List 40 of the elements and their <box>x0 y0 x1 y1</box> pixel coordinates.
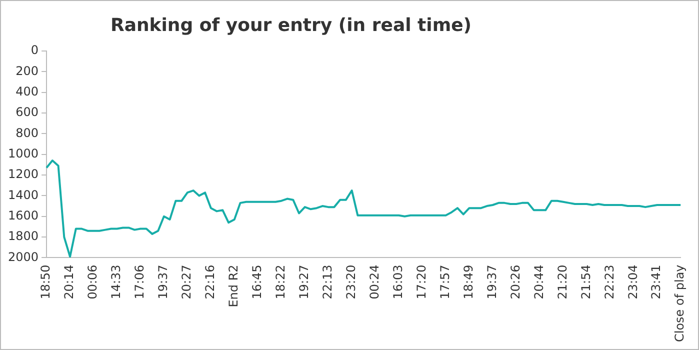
x-tick-label: 17:06 <box>132 264 147 300</box>
y-tick-label: 1600 <box>8 208 39 222</box>
x-tick-label: 00:06 <box>86 264 100 300</box>
y-tick-label: 800 <box>16 126 39 140</box>
x-tick-label: 20:14 <box>62 264 76 300</box>
x-tick-label: 18:22 <box>274 264 288 300</box>
x-tick-label: 19:37 <box>156 264 170 300</box>
x-tick-label: 22:16 <box>203 264 218 300</box>
y-tick-label: 0 <box>30 43 39 58</box>
x-tick-label: 17:57 <box>438 264 452 300</box>
y-tick-label: 1800 <box>8 229 39 244</box>
x-tick-label: 00:24 <box>367 264 382 300</box>
x-tick-label: 22:23 <box>602 264 616 300</box>
x-tick-label: 22:13 <box>320 264 334 300</box>
x-tick-label: 21:54 <box>578 264 593 300</box>
x-tick-label: End R2 <box>226 264 241 308</box>
x-tick-label: 14:33 <box>109 264 124 300</box>
y-tick-label: 1200 <box>8 167 39 182</box>
x-tick-label: 20:44 <box>532 264 546 300</box>
x-tick-label: 19:37 <box>484 264 499 300</box>
x-tick-label: 23:20 <box>344 264 358 300</box>
y-tick-label: 1000 <box>8 146 39 160</box>
x-tick-label: 21:20 <box>555 264 570 300</box>
chart-title: Ranking of your entry (in real time) <box>109 15 473 36</box>
x-tick-label: 17:20 <box>414 264 428 300</box>
x-tick-label: 20:27 <box>180 264 194 300</box>
y-tick-label: 600 <box>16 105 39 120</box>
x-tick-label: 19:27 <box>296 264 311 300</box>
y-tick-label: 200 <box>16 64 39 78</box>
x-tick-label: 18:50 <box>38 264 53 300</box>
x-tick-label: 16:03 <box>390 264 405 300</box>
x-tick-label: Close of play <box>672 264 687 342</box>
x-tick-label: 20:26 <box>508 264 522 300</box>
y-tick-label: 400 <box>16 84 39 98</box>
x-tick-label: 23:41 <box>649 264 664 300</box>
y-tick-label: 1400 <box>8 188 39 202</box>
x-tick-label: 18:49 <box>461 264 476 300</box>
x-tick-label: 23:04 <box>626 264 640 300</box>
y-tick-label: 2000 <box>8 250 39 264</box>
x-tick-label: 16:45 <box>250 264 264 300</box>
